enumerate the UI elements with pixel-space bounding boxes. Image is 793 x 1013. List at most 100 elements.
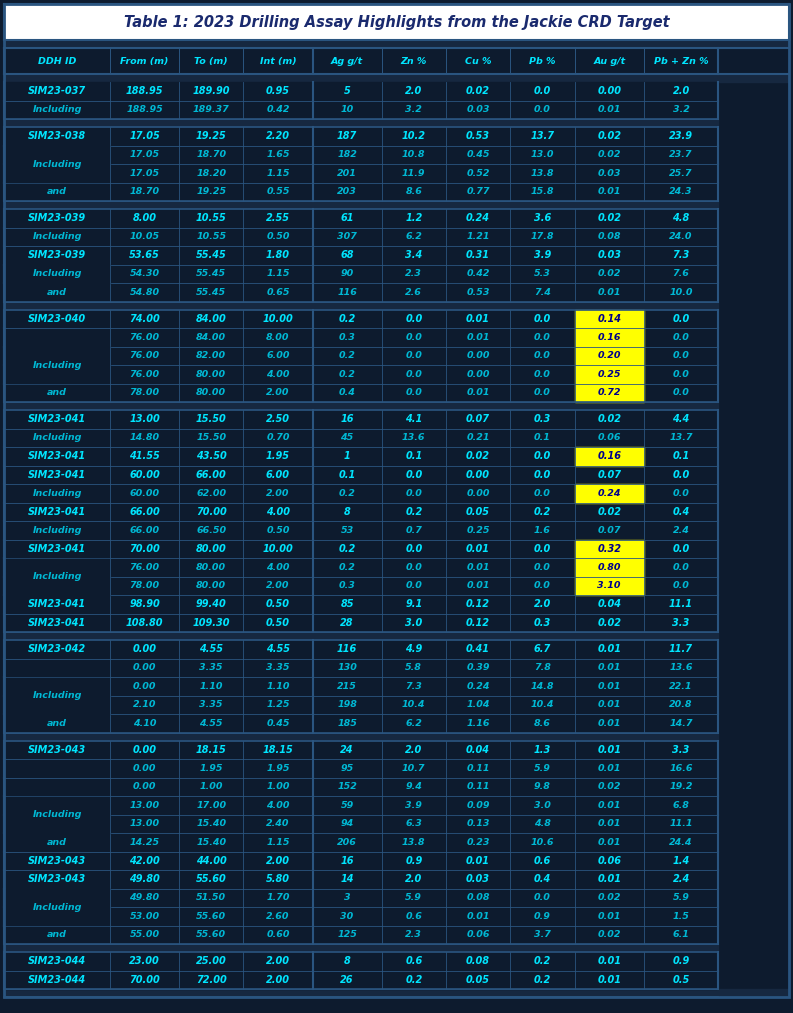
- Bar: [4, 40, 789, 48]
- Text: To (m): To (m): [194, 57, 228, 66]
- Text: 6.7: 6.7: [534, 644, 551, 654]
- Text: 0.2: 0.2: [534, 975, 551, 985]
- Text: 10.00: 10.00: [262, 314, 293, 324]
- Bar: [4, 521, 718, 540]
- Text: From (m): From (m): [121, 57, 169, 66]
- Text: 0.0: 0.0: [672, 563, 689, 571]
- Text: 44.00: 44.00: [196, 856, 227, 866]
- Text: 0.50: 0.50: [266, 618, 290, 628]
- Text: 4.8: 4.8: [672, 214, 690, 223]
- Text: 6.00: 6.00: [266, 470, 290, 480]
- Text: 16: 16: [340, 414, 354, 424]
- Text: 0.0: 0.0: [672, 314, 690, 324]
- Text: 0.0: 0.0: [672, 352, 689, 361]
- Text: Including: Including: [33, 159, 82, 168]
- Text: 51.50: 51.50: [196, 893, 226, 903]
- Bar: [4, 146, 718, 164]
- Text: 9.1: 9.1: [405, 600, 423, 609]
- Text: 23.9: 23.9: [669, 132, 693, 141]
- Text: 23.7: 23.7: [669, 150, 693, 159]
- Text: 2.55: 2.55: [266, 214, 290, 223]
- Text: Cu %: Cu %: [465, 57, 492, 66]
- Text: 13.7: 13.7: [531, 132, 554, 141]
- Text: 0.01: 0.01: [466, 856, 490, 866]
- Text: 13.7: 13.7: [669, 434, 693, 443]
- Text: 74.00: 74.00: [129, 314, 160, 324]
- Text: 3.6: 3.6: [534, 214, 551, 223]
- Text: 98.90: 98.90: [129, 600, 160, 609]
- Bar: [575, 484, 644, 502]
- Bar: [575, 328, 644, 346]
- Text: 0.0: 0.0: [405, 314, 423, 324]
- Text: 0.04: 0.04: [597, 600, 621, 609]
- Text: 0.21: 0.21: [466, 434, 490, 443]
- Text: 0.55: 0.55: [266, 187, 289, 197]
- Text: Pb %: Pb %: [529, 57, 556, 66]
- Text: 4.4: 4.4: [672, 414, 690, 424]
- Bar: [4, 410, 718, 428]
- Text: 1.00: 1.00: [266, 782, 289, 791]
- Text: 0.2: 0.2: [534, 956, 551, 966]
- Bar: [4, 146, 110, 182]
- Text: 66.00: 66.00: [129, 506, 160, 517]
- Text: 0.00: 0.00: [597, 86, 621, 96]
- Text: 0.12: 0.12: [466, 618, 490, 628]
- Text: 13.00: 13.00: [129, 820, 159, 829]
- Bar: [4, 328, 718, 346]
- Text: 43.50: 43.50: [196, 451, 227, 461]
- Text: 76.00: 76.00: [129, 332, 159, 341]
- Text: 41.55: 41.55: [129, 451, 160, 461]
- Text: 55.60: 55.60: [196, 912, 226, 921]
- Bar: [575, 310, 644, 328]
- Bar: [4, 447, 718, 466]
- Text: 22.1: 22.1: [669, 682, 693, 691]
- Text: 187: 187: [337, 132, 357, 141]
- Text: 0.01: 0.01: [597, 874, 621, 884]
- Text: 0.04: 0.04: [466, 745, 490, 755]
- Text: 0.12: 0.12: [466, 600, 490, 609]
- Text: 18.70: 18.70: [129, 187, 159, 197]
- Bar: [575, 558, 644, 576]
- Text: 6.2: 6.2: [405, 719, 422, 727]
- Text: 0.2: 0.2: [405, 506, 423, 517]
- Text: 0.03: 0.03: [466, 105, 490, 114]
- Text: 3.35: 3.35: [200, 664, 223, 673]
- Text: 17.05: 17.05: [129, 132, 160, 141]
- Bar: [4, 127, 718, 146]
- Bar: [4, 164, 718, 182]
- Text: 14: 14: [340, 874, 354, 884]
- Text: 0.06: 0.06: [466, 930, 490, 939]
- Text: 14.7: 14.7: [669, 719, 693, 727]
- Text: 59: 59: [340, 800, 354, 809]
- Text: 0.53: 0.53: [466, 132, 490, 141]
- Text: 0.50: 0.50: [266, 600, 290, 609]
- Text: 0.70: 0.70: [266, 434, 289, 443]
- Text: 0.00: 0.00: [466, 470, 490, 480]
- Text: 55.45: 55.45: [196, 288, 226, 297]
- Text: 80.00: 80.00: [196, 388, 226, 397]
- Text: 4.1: 4.1: [405, 414, 423, 424]
- Text: 1.04: 1.04: [466, 700, 490, 709]
- Text: 0.05: 0.05: [466, 506, 490, 517]
- Text: 0.01: 0.01: [597, 800, 621, 809]
- Text: 125: 125: [337, 930, 357, 939]
- Text: 0.23: 0.23: [466, 838, 490, 847]
- Text: 17.05: 17.05: [129, 169, 159, 177]
- Text: 0.07: 0.07: [597, 470, 621, 480]
- Text: 0.11: 0.11: [466, 782, 490, 791]
- Text: 0.50: 0.50: [266, 232, 289, 241]
- Text: 0.45: 0.45: [266, 719, 289, 727]
- Text: 17.05: 17.05: [129, 150, 159, 159]
- Text: 2.20: 2.20: [266, 132, 290, 141]
- Bar: [4, 576, 718, 595]
- Text: 13.8: 13.8: [531, 169, 554, 177]
- Text: and: and: [47, 719, 67, 727]
- Text: 2.0: 2.0: [672, 86, 690, 96]
- Text: Ag g/t: Ag g/t: [331, 57, 363, 66]
- Text: 0.01: 0.01: [466, 332, 490, 341]
- Text: 10.4: 10.4: [402, 700, 426, 709]
- Bar: [4, 677, 718, 696]
- Text: 7.6: 7.6: [672, 269, 689, 279]
- Text: 5.9: 5.9: [672, 893, 689, 903]
- Text: 0.1: 0.1: [339, 470, 356, 480]
